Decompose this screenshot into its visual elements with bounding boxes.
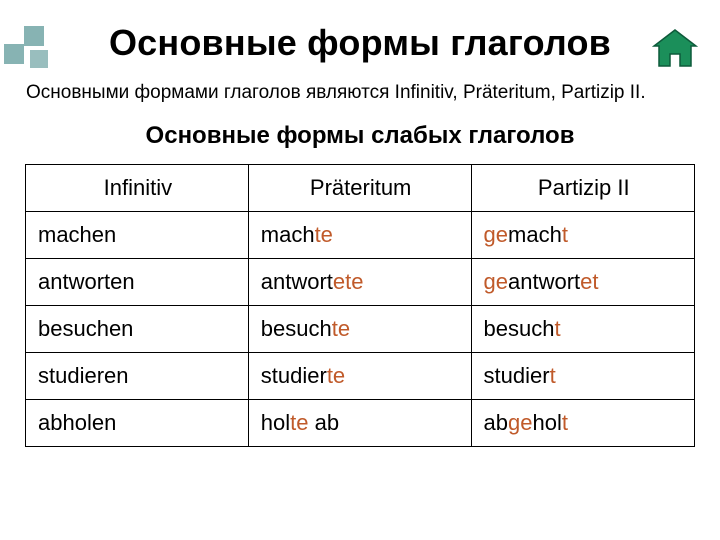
cell-infinitiv: studieren <box>26 353 249 400</box>
verb-segment: abholen <box>38 410 116 435</box>
col-infinitiv: Infinitiv <box>26 165 249 212</box>
cell-partizip: gemacht <box>471 212 694 259</box>
verb-segment: besuch <box>484 316 555 341</box>
table-header-row: Infinitiv Präteritum Partizip II <box>26 165 695 212</box>
col-partizip: Partizip II <box>471 165 694 212</box>
col-praeteritum: Präteritum <box>248 165 471 212</box>
table-row: abholenholte ababgeholt <box>26 400 695 447</box>
verb-segment-highlight: et <box>580 269 598 294</box>
verb-segment-highlight: t <box>562 410 568 435</box>
page-title: Основные формы глаголов <box>0 22 720 64</box>
verb-segment: mach <box>261 222 315 247</box>
corner-deco <box>4 26 60 74</box>
subtitle: Основные формы слабых глаголов <box>0 122 720 150</box>
cell-infinitiv: antworten <box>26 259 249 306</box>
verb-segment-highlight: te <box>290 410 308 435</box>
verb-segment-highlight: ge <box>508 410 532 435</box>
cell-praeteritum: machte <box>248 212 471 259</box>
cell-praeteritum: studierte <box>248 353 471 400</box>
cell-partizip: besucht <box>471 306 694 353</box>
verb-segment: studier <box>484 363 550 388</box>
verb-table: Infinitiv Präteritum Partizip II machen m… <box>25 164 695 447</box>
verb-segment-highlight: te <box>327 363 345 388</box>
intro-text: Основными формами глаголов являются Infi… <box>26 82 694 104</box>
verb-segment: ab <box>308 410 339 435</box>
verb-segment: ab <box>484 410 508 435</box>
verb-segment: antworten <box>38 269 135 294</box>
verb-segment-highlight: te <box>332 316 350 341</box>
verb-segment: mach <box>508 222 562 247</box>
verb-segment-highlight: ge <box>484 222 508 247</box>
verb-segment: machen <box>38 222 116 247</box>
verb-segment: hol <box>261 410 290 435</box>
verb-segment-highlight: t <box>554 316 560 341</box>
verb-segment: besuchen <box>38 316 133 341</box>
verb-segment: antwort <box>508 269 580 294</box>
verb-segment-highlight: ge <box>484 269 508 294</box>
cell-infinitiv: abholen <box>26 400 249 447</box>
cell-partizip: studiert <box>471 353 694 400</box>
table-row: machenmachtegemacht <box>26 212 695 259</box>
cell-infinitiv: besuchen <box>26 306 249 353</box>
verb-segment-highlight: te <box>315 222 333 247</box>
cell-infinitiv: machen <box>26 212 249 259</box>
cell-praeteritum: antwortete <box>248 259 471 306</box>
cell-praeteritum: holte ab <box>248 400 471 447</box>
table-body: machenmachtegemachtantwortenantwortetege… <box>26 212 695 447</box>
cell-partizip: geantwortet <box>471 259 694 306</box>
verb-segment: studieren <box>38 363 129 388</box>
table-row: besuchenbesuchtebesucht <box>26 306 695 353</box>
cell-praeteritum: besuchte <box>248 306 471 353</box>
verb-segment: studier <box>261 363 327 388</box>
verb-segment: antwort <box>261 269 333 294</box>
verb-segment-highlight: t <box>550 363 556 388</box>
verb-segment-highlight: t <box>562 222 568 247</box>
home-icon[interactable] <box>652 28 698 68</box>
table-row: studierenstudiertestudiert <box>26 353 695 400</box>
table-row: antwortenantwortetegeantwortet <box>26 259 695 306</box>
verb-segment-highlight: ete <box>333 269 364 294</box>
verb-segment: besuch <box>261 316 332 341</box>
verb-segment: hol <box>533 410 562 435</box>
cell-partizip: abgeholt <box>471 400 694 447</box>
